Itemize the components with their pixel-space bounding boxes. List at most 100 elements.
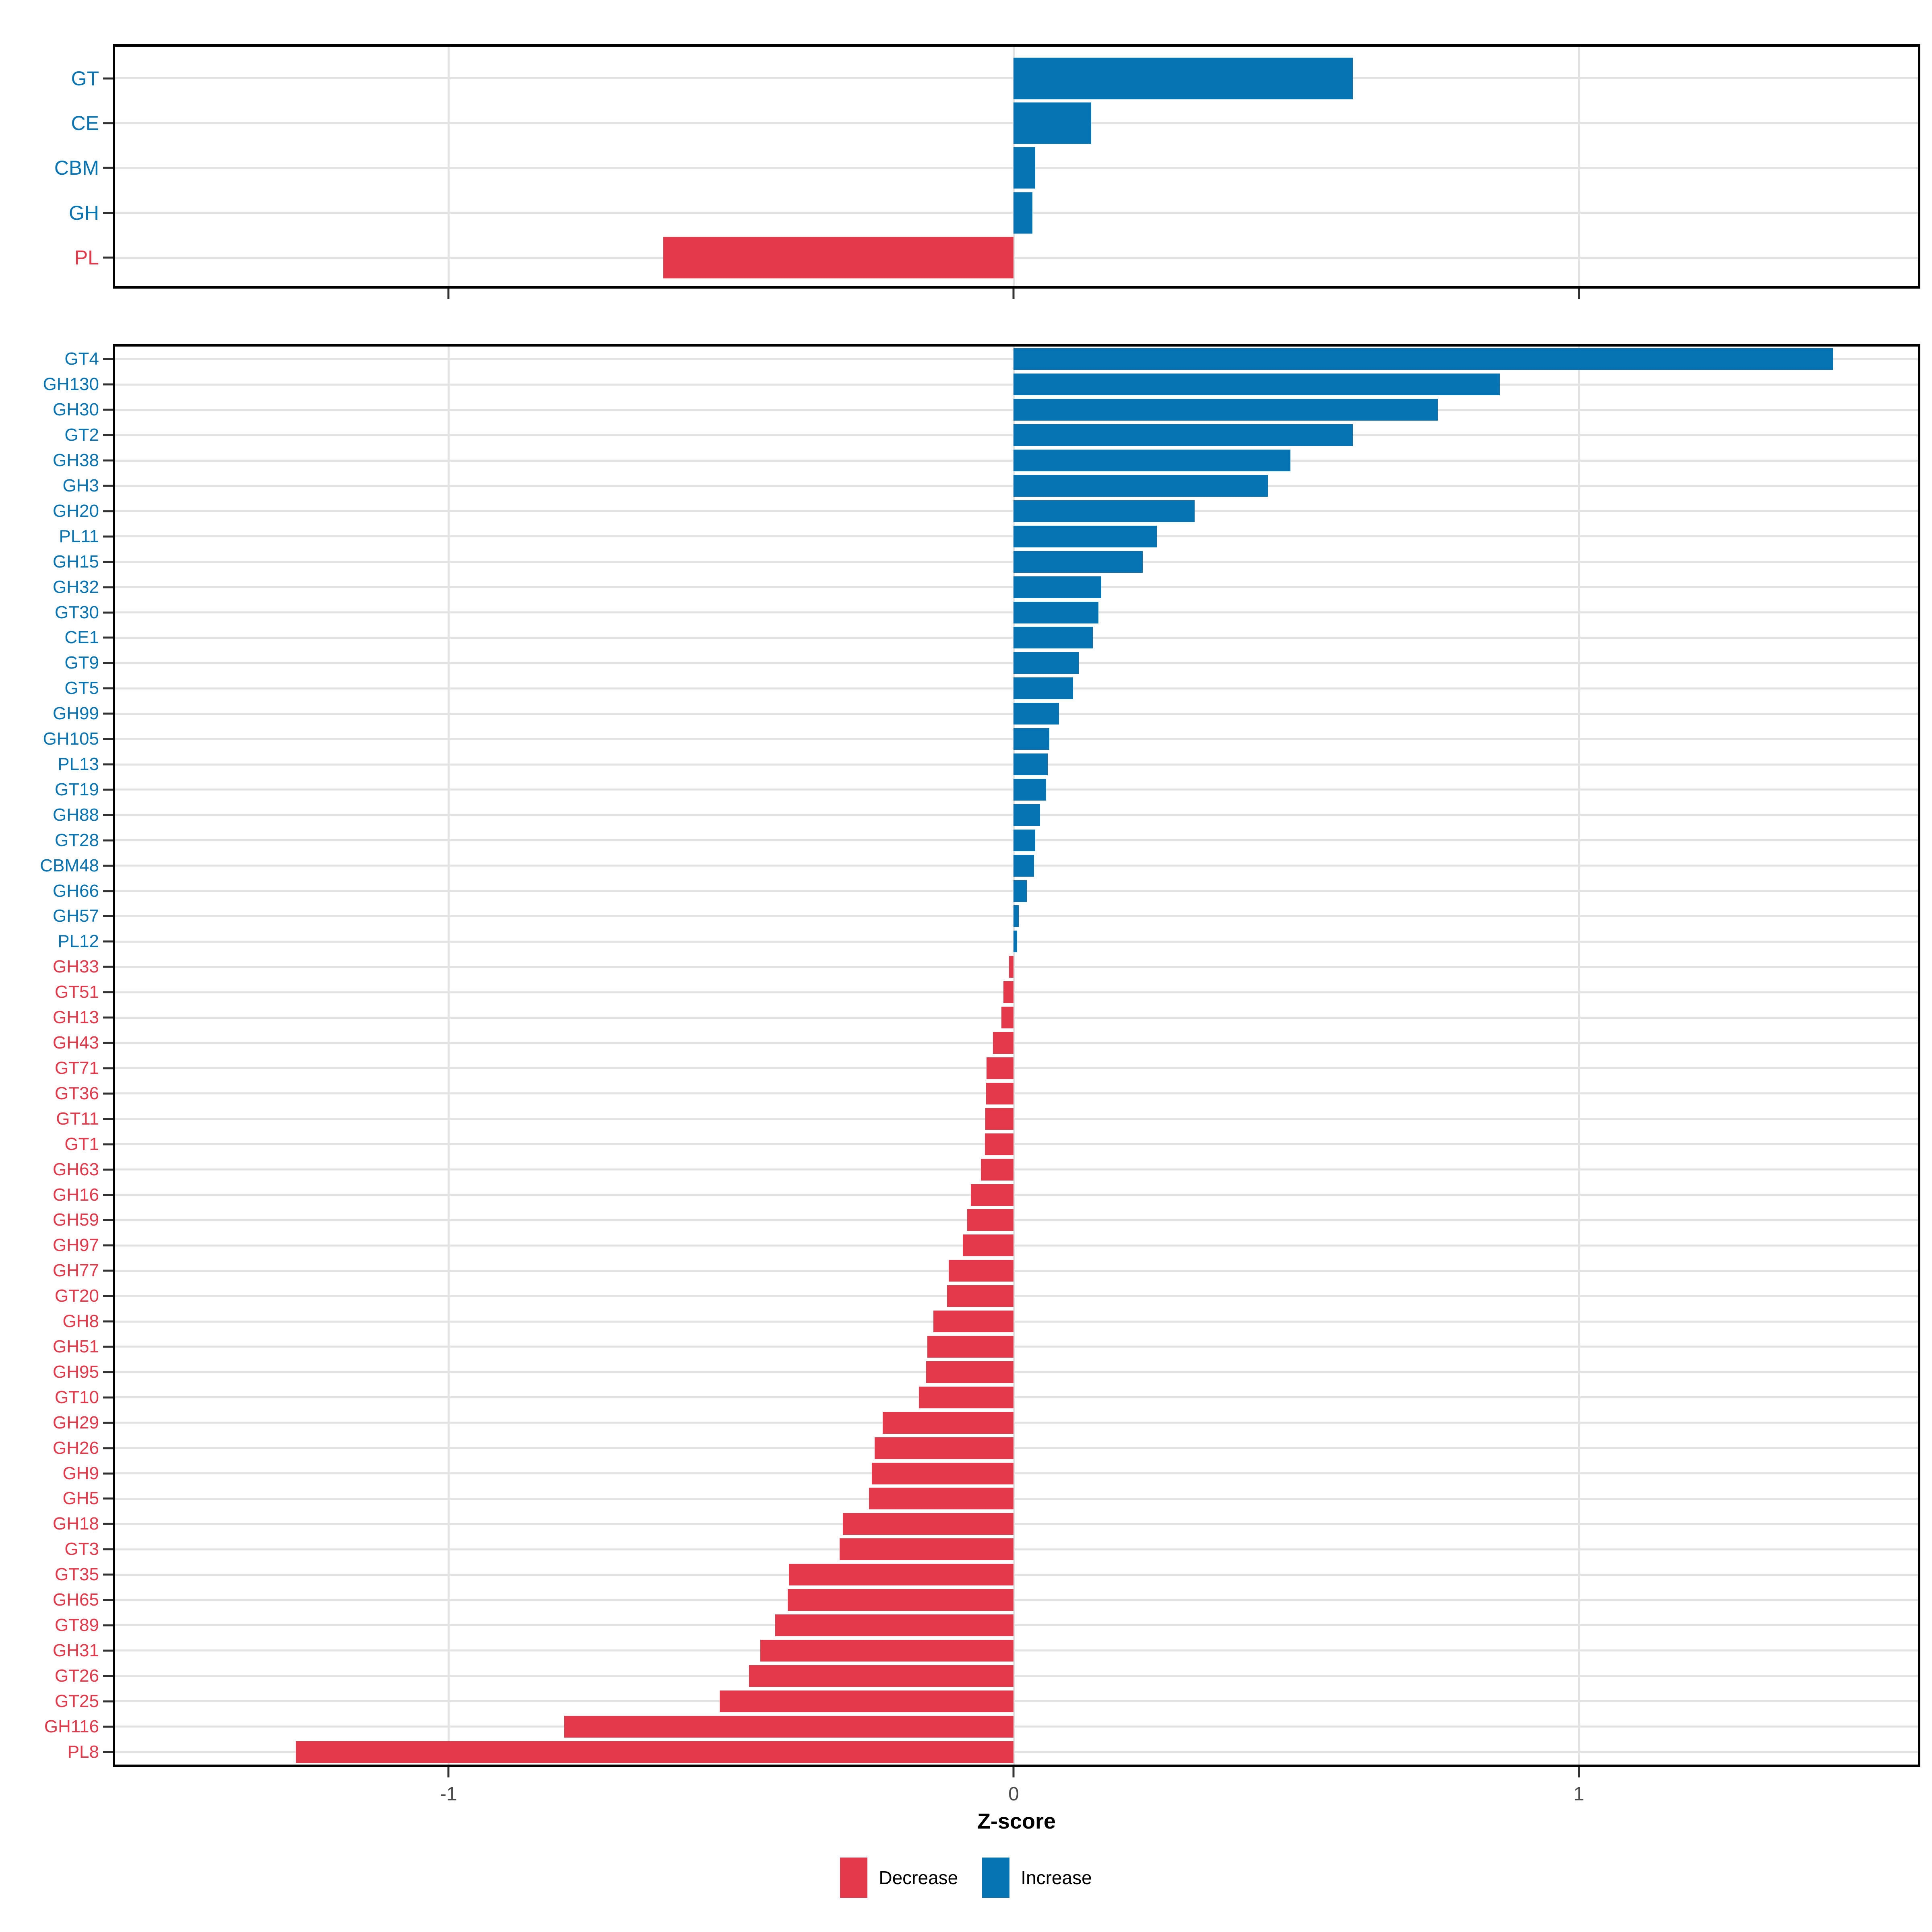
gridline-row-GT26	[115, 1675, 1918, 1677]
row-label-GT51: GT51	[54, 982, 99, 1002]
row-label-GT10: GT10	[54, 1387, 99, 1407]
bar-GT2	[1013, 424, 1353, 446]
gridline-row-GT10	[115, 1396, 1918, 1399]
tick-left-GT51	[103, 991, 113, 993]
panel-classes-plot-area	[113, 44, 1920, 289]
gridline-row-GH33	[115, 966, 1918, 968]
tick-left-GT28	[103, 839, 113, 842]
gridline-x-1	[1578, 47, 1580, 286]
bar-GT36	[986, 1082, 1014, 1104]
tick-bottom-1	[1578, 289, 1580, 299]
bar-GT5	[1013, 677, 1073, 700]
tick-bottom-0	[1012, 289, 1015, 299]
gridline-row-GH8	[115, 1320, 1918, 1323]
gridline-row-GH63	[115, 1168, 1918, 1171]
tick-left-GT25	[103, 1700, 113, 1703]
tick-left-GH66	[103, 890, 113, 892]
tick-left-GT5	[103, 687, 113, 689]
row-label-GH66: GH66	[53, 881, 99, 901]
tick-left-GH18	[103, 1523, 113, 1525]
row-label-GH: GH	[69, 201, 99, 224]
row-label-GT71: GT71	[54, 1058, 99, 1078]
gridline-row-GH95	[115, 1371, 1918, 1373]
bar-GT11	[985, 1108, 1014, 1130]
gridline-x--1	[447, 347, 450, 1765]
row-label-CBM: CBM	[54, 157, 99, 180]
tick-left-GH97	[103, 1244, 113, 1247]
row-label-GH15: GH15	[53, 551, 99, 572]
bar-GH26	[875, 1437, 1014, 1459]
gridline-row-GT1	[115, 1143, 1918, 1146]
row-label-GT9: GT9	[64, 653, 99, 673]
gridline-row-GT51	[115, 991, 1918, 993]
bar-GH65	[787, 1589, 1014, 1611]
row-label-GT28: GT28	[54, 830, 99, 850]
tick-left-GH105	[103, 738, 113, 740]
bar-GT3	[840, 1538, 1014, 1560]
row-label-GT3: GT3	[64, 1539, 99, 1559]
tick-left-GT11	[103, 1118, 113, 1120]
tick-left-GH16	[103, 1194, 113, 1196]
gridline-x--1	[447, 47, 450, 286]
bar-GH32	[1013, 576, 1102, 598]
tick-bottom-1	[1578, 1767, 1580, 1777]
tick-left-PL	[103, 256, 113, 259]
tick-left-GH	[103, 212, 113, 214]
tick-left-GT4	[103, 358, 113, 360]
tick-left-GH15	[103, 561, 113, 563]
tick-left-GH57	[103, 915, 113, 917]
row-label-GH65: GH65	[53, 1590, 99, 1610]
row-label-PL13: PL13	[58, 754, 99, 774]
row-label-GH38: GH38	[53, 450, 99, 471]
tick-left-GH5	[103, 1497, 113, 1500]
gridline-row-GT11	[115, 1118, 1918, 1120]
row-label-GH99: GH99	[53, 704, 99, 724]
tick-left-GH31	[103, 1649, 113, 1652]
gridline-row-GH13	[115, 1016, 1918, 1019]
bar-GH105	[1013, 728, 1049, 750]
tick-left-GH30	[103, 409, 113, 411]
row-label-GT30: GT30	[54, 602, 99, 622]
x-tick-label--1: -1	[440, 1783, 457, 1805]
gridline-row-GH5	[115, 1497, 1918, 1500]
bar-GH29	[882, 1412, 1014, 1434]
tick-bottom-0	[1012, 1767, 1015, 1777]
legend-swatch-increase-icon	[982, 1858, 1010, 1898]
bar-CE1	[1013, 627, 1093, 649]
row-label-GT25: GT25	[54, 1691, 99, 1711]
tick-left-CE	[103, 122, 113, 124]
tick-left-GT3	[103, 1548, 113, 1550]
row-label-GH13: GH13	[53, 1007, 99, 1028]
row-label-CE: CE	[71, 111, 99, 134]
row-label-CE1: CE1	[64, 627, 99, 648]
bar-GH66	[1013, 880, 1027, 902]
bar-GH63	[981, 1158, 1014, 1181]
row-label-GH130: GH130	[43, 374, 99, 394]
tick-left-GH77	[103, 1269, 113, 1272]
bar-GT35	[788, 1564, 1014, 1586]
row-label-GT4: GT4	[64, 349, 99, 369]
bar-GH116	[564, 1715, 1014, 1738]
bar-GT26	[749, 1665, 1014, 1687]
gridline-row-GH9	[115, 1472, 1918, 1475]
row-label-GT89: GT89	[54, 1615, 99, 1635]
legend-item-increase: Increase	[982, 1858, 1092, 1898]
bar-GH57	[1013, 905, 1019, 927]
tick-left-GH26	[103, 1447, 113, 1449]
row-label-GT26: GT26	[54, 1666, 99, 1686]
bar-GH	[1013, 192, 1032, 234]
tick-left-GT20	[103, 1295, 113, 1297]
row-label-GT36: GT36	[54, 1083, 99, 1103]
row-label-GH31: GH31	[53, 1640, 99, 1660]
row-label-GT20: GT20	[54, 1286, 99, 1306]
tick-left-CBM	[103, 167, 113, 169]
tick-left-GH88	[103, 814, 113, 816]
bar-GT9	[1013, 652, 1079, 674]
legend-swatch-decrease-icon	[840, 1858, 868, 1898]
gridline-row-GH65	[115, 1599, 1918, 1601]
bar-CBM	[1013, 147, 1035, 189]
row-label-GH30: GH30	[53, 400, 99, 420]
row-label-PL12: PL12	[58, 931, 99, 952]
bar-GH38	[1013, 450, 1291, 472]
